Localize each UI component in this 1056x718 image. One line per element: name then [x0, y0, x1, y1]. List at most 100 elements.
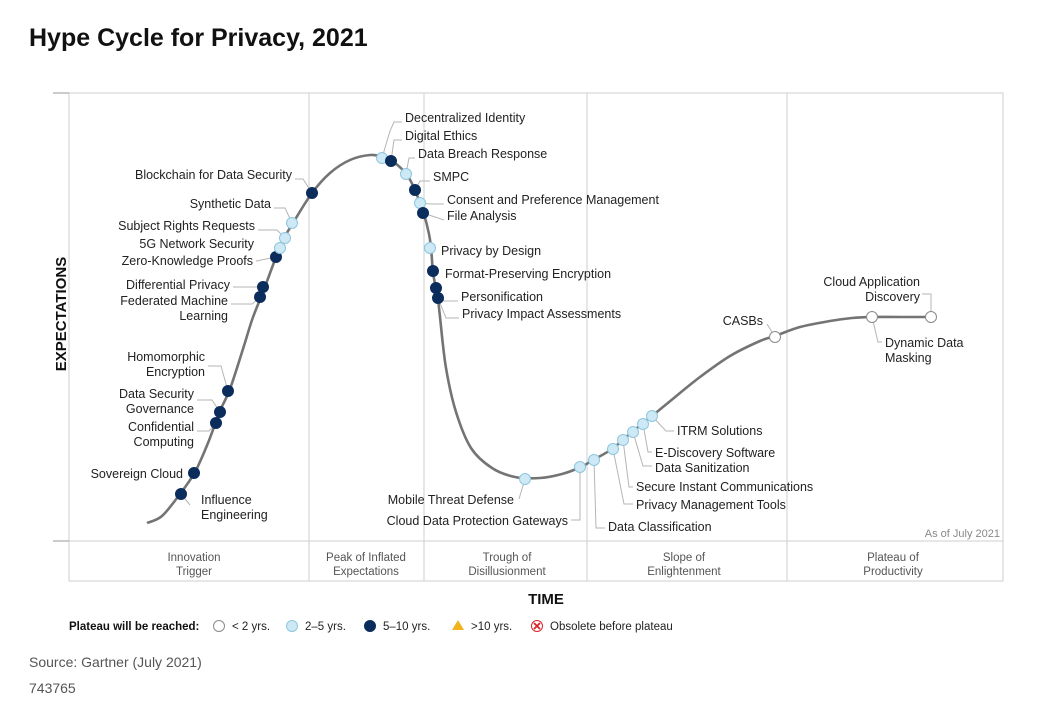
- legend-label: 5–10 yrs.: [383, 621, 430, 633]
- tech-marker[interactable]: [588, 454, 600, 466]
- tech-label: File Analysis: [447, 209, 516, 223]
- tech-marker[interactable]: [430, 282, 442, 294]
- tech-marker[interactable]: [519, 473, 531, 485]
- tech-federated-machine-learning: Federated Machine Learning: [120, 291, 266, 323]
- tech-format-preserving-encryption: Format-Preserving Encryption: [427, 265, 611, 281]
- tech-marker[interactable]: [424, 242, 436, 254]
- tech-marker[interactable]: [925, 311, 937, 323]
- tech-label: Cloud Data Protection Gateways: [387, 514, 568, 528]
- tech-label-line: Cloud Data Protection Gateways: [387, 514, 568, 528]
- tech-marker[interactable]: [427, 265, 439, 277]
- tech-privacy-by-design: Privacy by Design: [424, 242, 541, 258]
- tech-marker[interactable]: [432, 292, 444, 304]
- tech-itrm-solutions: ITRM Solutions: [646, 410, 762, 438]
- tech-marker[interactable]: [274, 242, 286, 254]
- tech-marker[interactable]: [286, 217, 298, 229]
- tech-confidential-computing: Confidential Computing: [128, 417, 222, 449]
- tech-label: Data Classification: [608, 520, 712, 534]
- tech-marker[interactable]: [210, 417, 222, 429]
- tech-differential-privacy: Differential Privacy: [126, 278, 269, 293]
- technology-markers: Influence Engineering Sovereign Cloud Confi…: [91, 111, 964, 534]
- tech-marker[interactable]: [769, 331, 781, 343]
- tech-label: Cloud Application Discovery: [823, 275, 920, 304]
- tech-marker[interactable]: [306, 187, 318, 199]
- tech-label-line: Synthetic Data: [190, 197, 271, 211]
- tech-marker[interactable]: [637, 418, 649, 430]
- legend-item-2to5: 2–5 yrs.: [286, 620, 346, 633]
- leader-line: [922, 293, 932, 317]
- tech-marker[interactable]: [188, 467, 200, 479]
- leader-line: [593, 459, 605, 529]
- tech-label-line: Learning: [179, 309, 228, 323]
- tech-label-line: Computing: [134, 435, 194, 449]
- tech-marker[interactable]: [254, 291, 266, 303]
- tech-marker[interactable]: [409, 184, 421, 196]
- tech-subject-rights-requests: Subject Rights Requests: [118, 219, 291, 244]
- legend-label: Obsolete before plateau: [550, 621, 673, 633]
- phase-label-line2: Expectations: [333, 566, 399, 578]
- tech-marker[interactable]: [646, 410, 658, 422]
- tech-marker[interactable]: [222, 385, 234, 397]
- legend-label: >10 yrs.: [471, 621, 512, 633]
- tech-synthetic-data: Synthetic Data: [190, 197, 298, 229]
- tech-label-line: Format-Preserving Encryption: [445, 267, 611, 281]
- tech-label-line: Decentralized Identity: [405, 111, 526, 125]
- tech-label-line: Influence: [201, 493, 252, 507]
- tech-label-line: Subject Rights Requests: [118, 219, 255, 233]
- tech-smpc: SMPC: [409, 170, 469, 196]
- tech-homomorphic-encryption: Homomorphic Encryption: [127, 350, 234, 397]
- leader-line: [651, 415, 674, 432]
- tech-marker[interactable]: [175, 488, 187, 500]
- tech-data-security-governance: Data Security Governance: [119, 387, 226, 418]
- phase-label-line2: Trigger: [176, 566, 212, 578]
- tech-marker[interactable]: [400, 168, 412, 180]
- tech-label-line: Dynamic Data: [885, 336, 964, 350]
- legend: Plateau will be reached: < 2 yrs. 2–5 yrs.…: [69, 620, 673, 633]
- tech-marker[interactable]: [417, 207, 429, 219]
- tech-label: E-Discovery Software: [655, 446, 775, 460]
- tech-label-line: Data Classification: [608, 520, 712, 534]
- tech-label: Homomorphic Encryption: [127, 350, 205, 379]
- tech-marker[interactable]: [279, 232, 291, 244]
- phase-label-line1: Peak of Inflated: [326, 552, 406, 564]
- tech-label-line: Blockchain for Data Security: [135, 168, 293, 182]
- leader-line: [612, 448, 633, 505]
- tech-label: Privacy by Design: [441, 244, 541, 258]
- tech-label: Subject Rights Requests: [118, 219, 255, 233]
- tech-marker[interactable]: [617, 434, 629, 446]
- phase-label-line1: Innovation: [167, 552, 220, 564]
- tech-label-line: Masking: [885, 351, 932, 365]
- tech-marker[interactable]: [257, 281, 269, 293]
- tech-marker[interactable]: [574, 461, 586, 473]
- document-id: 743765: [29, 680, 76, 696]
- tech-data-breach-response: Data Breach Response: [400, 147, 547, 180]
- tech-label: Blockchain for Data Security: [135, 168, 293, 182]
- tech-marker[interactable]: [866, 311, 878, 323]
- tech-marker[interactable]: [385, 155, 397, 167]
- tech-label: Decentralized Identity: [405, 111, 526, 125]
- tech-5g-network-security: 5G Network Security: [139, 237, 286, 254]
- tech-label-line: Privacy Impact Assessments: [462, 307, 621, 321]
- as-of-note: As of July 2021: [925, 528, 1000, 540]
- tech-marker[interactable]: [414, 197, 426, 209]
- y-axis-label: EXPECTATIONS: [53, 257, 70, 371]
- tech-label: Sovereign Cloud: [91, 467, 183, 481]
- tech-label-line: Privacy Management Tools: [636, 498, 786, 512]
- tech-label: Data Sanitization: [655, 461, 750, 475]
- tech-personification: Personification: [430, 282, 543, 304]
- legend-x-mark: [533, 622, 541, 630]
- tech-label-line: Discovery: [865, 290, 921, 304]
- tech-label-line: Sovereign Cloud: [91, 467, 183, 481]
- tech-label: Privacy Impact Assessments: [462, 307, 621, 321]
- tech-marker[interactable]: [214, 406, 226, 418]
- tech-marker[interactable]: [627, 426, 639, 438]
- tech-label: SMPC: [433, 170, 469, 184]
- phase-label: Innovation Trigger: [167, 552, 220, 578]
- tech-dynamic-data-masking: Dynamic Data Masking: [866, 311, 964, 365]
- tech-label-line: Personification: [461, 290, 543, 304]
- page-title: Hype Cycle for Privacy, 2021: [29, 24, 368, 52]
- tech-label: CASBs: [723, 314, 763, 328]
- leader-line: [622, 439, 633, 488]
- tech-marker[interactable]: [607, 443, 619, 455]
